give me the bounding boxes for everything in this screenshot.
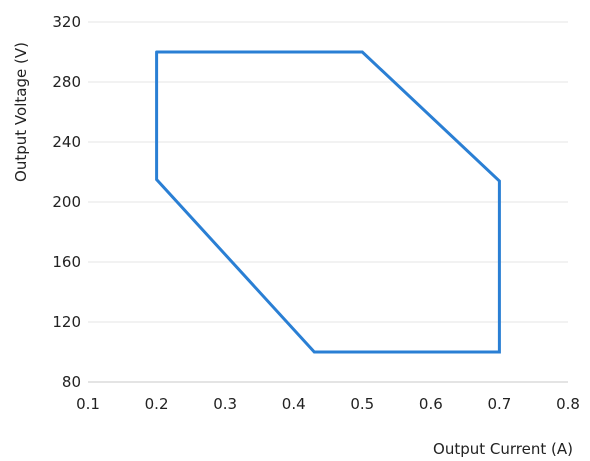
y-tick-label: 280	[52, 73, 81, 91]
x-tick-label: 0.6	[419, 395, 443, 413]
gridlines	[88, 21, 568, 383]
x-tick-label: 0.1	[76, 395, 100, 413]
series-line	[155, 50, 501, 354]
x-tick-label: 0.4	[282, 395, 306, 413]
y-tick-label: 200	[52, 193, 81, 211]
x-tick-labels: 0.1 0.2 0.3 0.4 0.5 0.6 0.7 0.8	[76, 395, 580, 413]
y-axis-title: Output Voltage (V)	[12, 42, 30, 182]
y-tick-label: 120	[52, 313, 81, 331]
x-tick-label: 0.5	[350, 395, 374, 413]
x-axis-title: Output Current (A)	[433, 440, 573, 458]
y-tick-label: 240	[52, 133, 81, 151]
y-tick-label: 160	[52, 253, 81, 271]
x-tick-label: 0.7	[487, 395, 511, 413]
series-group	[155, 50, 501, 354]
y-tick-label: 80	[62, 373, 81, 391]
y-tick-labels: 80 120 160 200 240 280 320	[52, 13, 81, 391]
x-tick-label: 0.8	[556, 395, 580, 413]
x-tick-label: 0.2	[145, 395, 169, 413]
y-tick-label: 320	[52, 13, 81, 31]
x-tick-label: 0.3	[213, 395, 237, 413]
